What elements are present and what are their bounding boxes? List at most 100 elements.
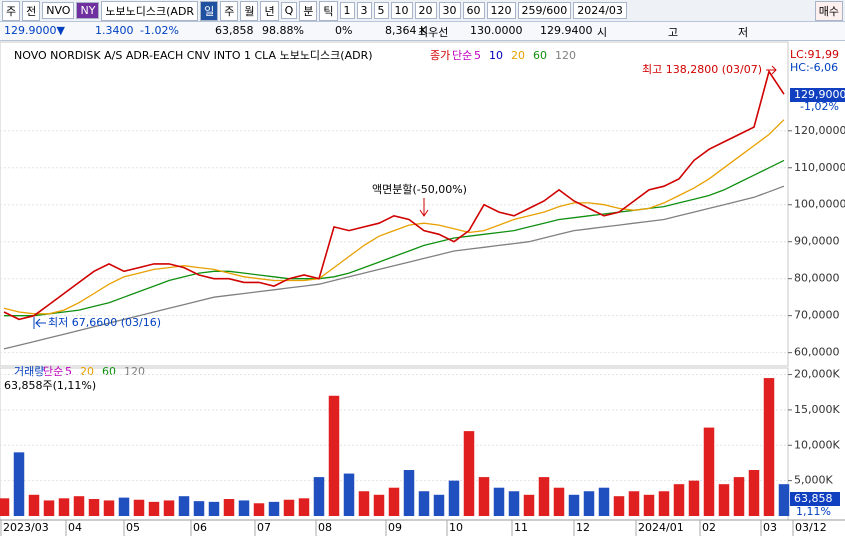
- legend-item: 20: [511, 49, 525, 62]
- volume-bar: [403, 470, 415, 516]
- toolbar-button[interactable]: 259/600: [517, 2, 572, 19]
- volume-bar: [613, 496, 625, 516]
- price-line: [3, 69, 785, 321]
- y-tick-label: 10,000K: [794, 438, 840, 451]
- split-annotation: 액면분할(-50,00%): [372, 183, 467, 196]
- info-field: 고: [668, 26, 679, 39]
- x-tick-label: 03: [763, 521, 777, 534]
- toolbar: 주 전 NVO NY 노보노디스크(ADR 일 주 월 년 Q 분 틱 1 3 5 10 20 30 60 120 25…: [0, 0, 845, 22]
- toolbar-button[interactable]: 전: [22, 0, 41, 21]
- volume-bar: [598, 487, 610, 516]
- volume-bar: [223, 499, 235, 516]
- toolbar-button[interactable]: 틱: [319, 0, 338, 21]
- toolbar-button[interactable]: 분: [299, 0, 318, 21]
- y-tick-label: 110,0000: [794, 161, 845, 174]
- toolbar-button[interactable]: 1: [339, 2, 355, 19]
- volume-bar: [643, 494, 655, 516]
- volume-bar: [388, 487, 400, 516]
- volume-bar: [433, 494, 445, 516]
- toolbar-button[interactable]: 월: [240, 0, 259, 21]
- arrow: [766, 65, 777, 75]
- y-tick-label: 70,0000: [794, 309, 840, 322]
- volume-bar: [238, 500, 250, 516]
- volume-bar: [208, 501, 220, 516]
- legend-item: 단순: [452, 49, 472, 62]
- legend-item: 20: [80, 365, 94, 378]
- volume-bar: [553, 487, 565, 516]
- chart: NOVO NORDISK A/S ADR-EACH CNV INTO 1 CLA…: [0, 41, 845, 536]
- price-line: [3, 185, 785, 350]
- x-tick-label: 09: [388, 521, 402, 534]
- toolbar-button[interactable]: 120: [486, 2, 516, 19]
- volume-bar: [298, 498, 310, 516]
- x-tick-label: 03/12: [795, 521, 827, 534]
- volume-bar: [673, 484, 685, 516]
- volume-bar: [463, 431, 475, 516]
- volume-bar: [628, 491, 640, 516]
- info-field: 0%: [335, 24, 353, 37]
- volume-bar: [418, 491, 430, 516]
- volume-bar: [733, 477, 745, 516]
- change-label: -1,02%: [800, 100, 839, 113]
- toolbar-button[interactable]: 년: [260, 0, 279, 21]
- last-volume: 63,858: [794, 492, 833, 505]
- info-field: 63,858: [215, 24, 254, 37]
- y-tick-label: 5,000K: [794, 474, 833, 487]
- info-field: 최우선: [418, 26, 449, 39]
- last-volume-pct: 1,11%: [796, 505, 831, 518]
- volume-bar: [568, 494, 580, 516]
- toolbar-button[interactable]: 60: [462, 2, 485, 19]
- last-price-box: [790, 88, 845, 102]
- volume-bar: [778, 484, 790, 516]
- x-tick-label: 12: [576, 521, 590, 534]
- legend-item: 10: [489, 49, 503, 62]
- toolbar-button[interactable]: 10: [390, 2, 413, 19]
- info-field: 1.3400: [95, 24, 134, 37]
- toolbar-button[interactable]: 20: [414, 2, 437, 19]
- info-field: 130.0000: [470, 24, 523, 37]
- toolbar-button[interactable]: NVO: [42, 2, 75, 19]
- y-tick-label: 20,000K: [794, 368, 840, 381]
- volume-bar: [688, 480, 700, 516]
- toolbar-button[interactable]: 30: [438, 2, 461, 19]
- y-tick-label: 15,000K: [794, 403, 840, 416]
- toolbar-button[interactable]: 2024/03: [573, 2, 627, 19]
- volume-bar: [13, 452, 25, 516]
- legend-item: 5: [65, 365, 72, 378]
- volume-bar: [253, 503, 265, 516]
- price-panel: [0, 41, 789, 367]
- chart-title: NOVO NORDISK A/S ADR-EACH CNV INTO 1 CLA…: [14, 49, 373, 62]
- buy-button[interactable]: 매수: [814, 0, 843, 21]
- toolbar-button[interactable]: Q: [280, 2, 298, 19]
- info-field: 129.9000▼: [4, 24, 65, 37]
- x-tick-label: 08: [318, 521, 332, 534]
- legend-item: 60: [102, 365, 116, 378]
- volume-bar: [43, 500, 55, 516]
- volume-bar: [313, 477, 325, 516]
- volume-bar: [193, 501, 205, 516]
- legend-item: 120: [555, 49, 576, 62]
- x-tick-label: 04: [68, 521, 82, 534]
- toolbar-button[interactable]: 노보노디스크(ADR: [101, 0, 199, 21]
- volume-bar: [328, 395, 340, 516]
- low-annotation: 최저 67,6600 (03/16): [48, 316, 161, 329]
- hc-label: HC:-6,06: [790, 61, 838, 74]
- toolbar-button[interactable]: 주: [2, 0, 21, 21]
- volume-bar: [283, 499, 295, 516]
- last-volume-box: [790, 492, 840, 506]
- toolbar-button[interactable]: NY: [76, 2, 100, 19]
- last-price: 129,9000: [794, 88, 845, 101]
- toolbar-button[interactable]: 일: [200, 0, 219, 21]
- toolbar-button[interactable]: 3: [356, 2, 372, 19]
- volume-bar: [523, 494, 535, 516]
- toolbar-button[interactable]: 5: [373, 2, 389, 19]
- volume-bar: [133, 499, 145, 516]
- legend-item: 60: [533, 49, 547, 62]
- volume-bar: [88, 499, 100, 516]
- x-tick-label: 05: [126, 521, 140, 534]
- toolbar-button[interactable]: 주: [220, 0, 239, 21]
- x-tick-label: 2023/03: [3, 521, 49, 534]
- x-tick-label: 02: [702, 521, 716, 534]
- x-tick-label: 2024/01: [638, 521, 684, 534]
